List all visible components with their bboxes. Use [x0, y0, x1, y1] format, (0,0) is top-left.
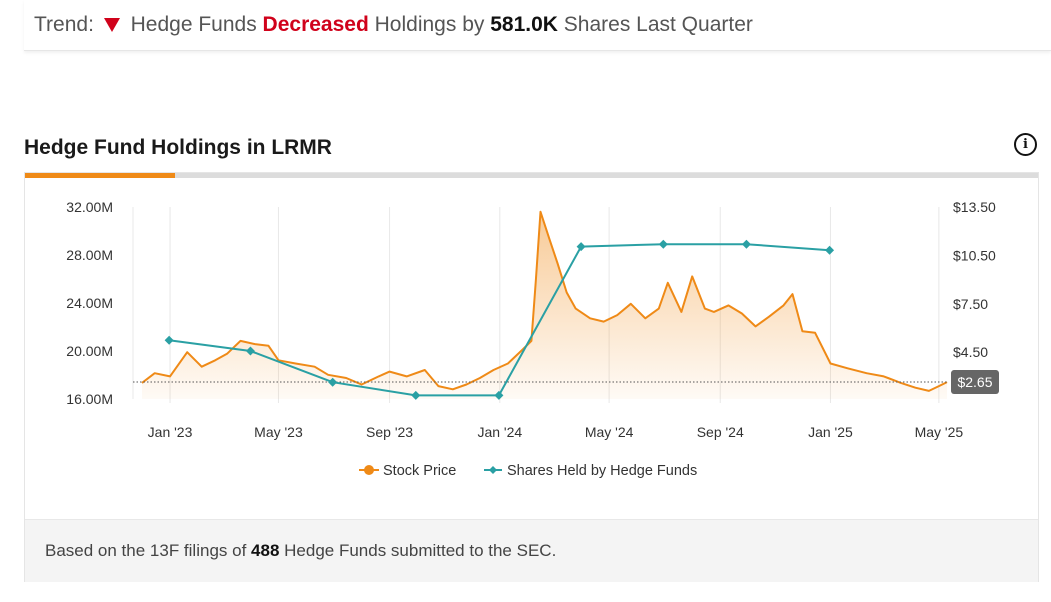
footer: Based on the 13F filings of 488 Hedge Fu… [25, 519, 1038, 582]
legend-item-stock-price[interactable]: Stock Price [359, 463, 456, 479]
chart-tab-active-indicator[interactable] [25, 173, 175, 178]
right-axis-tick-label: $4.50 [953, 344, 988, 360]
x-axis-tick-label: May '24 [585, 424, 634, 440]
legend-holdings-diamond [489, 466, 497, 474]
hedge-fund-holdings-chart: 32.00M 28.00M 24.00M 20.00M 16.00M $13.50 $10.… [66, 199, 999, 479]
info-icon[interactable]: i [1014, 133, 1037, 156]
hedge-fund-holdings-point [328, 377, 338, 387]
right-axis-tick-label: $13.50 [953, 199, 996, 215]
x-axis-tick-label: Jan '23 [148, 424, 193, 440]
stock-price-area [142, 211, 947, 399]
last-price-badge [951, 370, 999, 395]
legend-item-hedge-funds[interactable]: Shares Held by Hedge Funds [484, 463, 697, 479]
x-axis-tick-label: May '23 [254, 424, 303, 440]
trend-summary: Trend: Hedge Funds Decreased Holdings by… [34, 13, 753, 37]
right-axis-tick-label: $10.50 [953, 247, 996, 263]
footer-after: Hedge Funds submitted to the SEC. [284, 541, 557, 560]
legend-label-hedge-funds: Shares Held by Hedge Funds [507, 463, 697, 479]
trend-middle: Holdings by [374, 13, 485, 36]
chart-tab-bar [25, 173, 1038, 178]
hedge-fund-holdings-point [245, 346, 255, 356]
trend-subject: Hedge Funds [130, 13, 257, 36]
trend-card: Trend: Hedge Funds Decreased Holdings by… [24, 0, 1051, 51]
left-axis-tick-label: 32.00M [66, 199, 113, 215]
legend-price-dot [364, 465, 374, 475]
hedge-fund-holdings-point [825, 245, 835, 255]
trend-amount: 581.0K [490, 13, 558, 36]
left-axis-tick-label: 20.00M [66, 343, 113, 359]
legend-label-stock-price: Stock Price [383, 463, 456, 479]
x-axis-tick-label: Jan '25 [808, 424, 853, 440]
hedge-fund-holdings-point [164, 335, 174, 345]
hedge-fund-holdings-point [411, 390, 421, 400]
trend-prefix: Trend: [34, 13, 94, 36]
left-axis-tick-label: 24.00M [66, 295, 113, 311]
left-axis-tick-label: 16.00M [66, 391, 113, 407]
x-axis-tick-label: Sep '24 [697, 424, 744, 440]
footer-before: Based on the 13F filings of [45, 541, 247, 560]
right-axis-tick-label: $7.50 [953, 296, 988, 312]
hedge-fund-holdings-point [658, 239, 668, 249]
section-title: Hedge Fund Holdings in LRMR [24, 136, 332, 159]
left-axis-tick-label: 28.00M [66, 247, 113, 263]
hedge-fund-holdings-point [576, 242, 586, 252]
x-axis-tick-label: Jan '24 [477, 424, 522, 440]
trend-verb: Decreased [262, 13, 369, 36]
hedge-fund-holdings-point [741, 239, 751, 249]
stock-price-line [141, 210, 948, 392]
hedge-fund-holdings-point [494, 390, 504, 400]
chart-card: 32.00M 28.00M 24.00M 20.00M 16.00M $13.50 $10.… [24, 172, 1039, 582]
x-axis-tick-label: May '25 [915, 424, 964, 440]
x-axis-tick-label: Sep '23 [366, 424, 413, 440]
trend-suffix: Shares Last Quarter [563, 13, 753, 36]
footer-text: Based on the 13F filings of 488 Hedge Fu… [45, 541, 556, 561]
down-triangle-icon [103, 17, 120, 32]
hedge-fund-count: 488 [251, 541, 280, 560]
last-price-label: $2.65 [957, 374, 992, 390]
